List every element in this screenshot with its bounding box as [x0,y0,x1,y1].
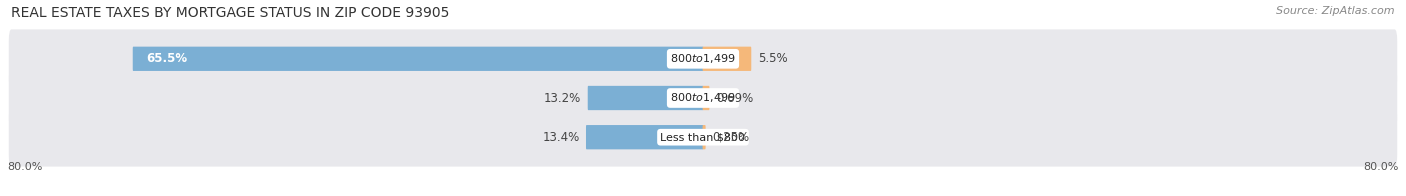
Text: Source: ZipAtlas.com: Source: ZipAtlas.com [1277,6,1395,16]
Text: 80.0%: 80.0% [1364,162,1399,172]
FancyBboxPatch shape [703,125,706,149]
Text: Less than $800: Less than $800 [661,132,745,142]
Text: 80.0%: 80.0% [7,162,42,172]
Text: $800 to $1,499: $800 to $1,499 [671,92,735,104]
Text: 65.5%: 65.5% [146,52,187,65]
FancyBboxPatch shape [8,69,1398,127]
FancyBboxPatch shape [703,86,710,110]
FancyBboxPatch shape [703,47,751,71]
FancyBboxPatch shape [132,47,703,71]
FancyBboxPatch shape [8,29,1398,88]
Text: REAL ESTATE TAXES BY MORTGAGE STATUS IN ZIP CODE 93905: REAL ESTATE TAXES BY MORTGAGE STATUS IN … [11,6,450,20]
FancyBboxPatch shape [8,108,1398,167]
Text: 13.2%: 13.2% [544,92,581,104]
Text: 5.5%: 5.5% [758,52,787,65]
FancyBboxPatch shape [588,86,703,110]
FancyBboxPatch shape [586,125,703,149]
Text: $800 to $1,499: $800 to $1,499 [671,52,735,65]
Text: 0.25%: 0.25% [711,131,749,144]
Text: 13.4%: 13.4% [543,131,579,144]
Text: 0.69%: 0.69% [716,92,754,104]
